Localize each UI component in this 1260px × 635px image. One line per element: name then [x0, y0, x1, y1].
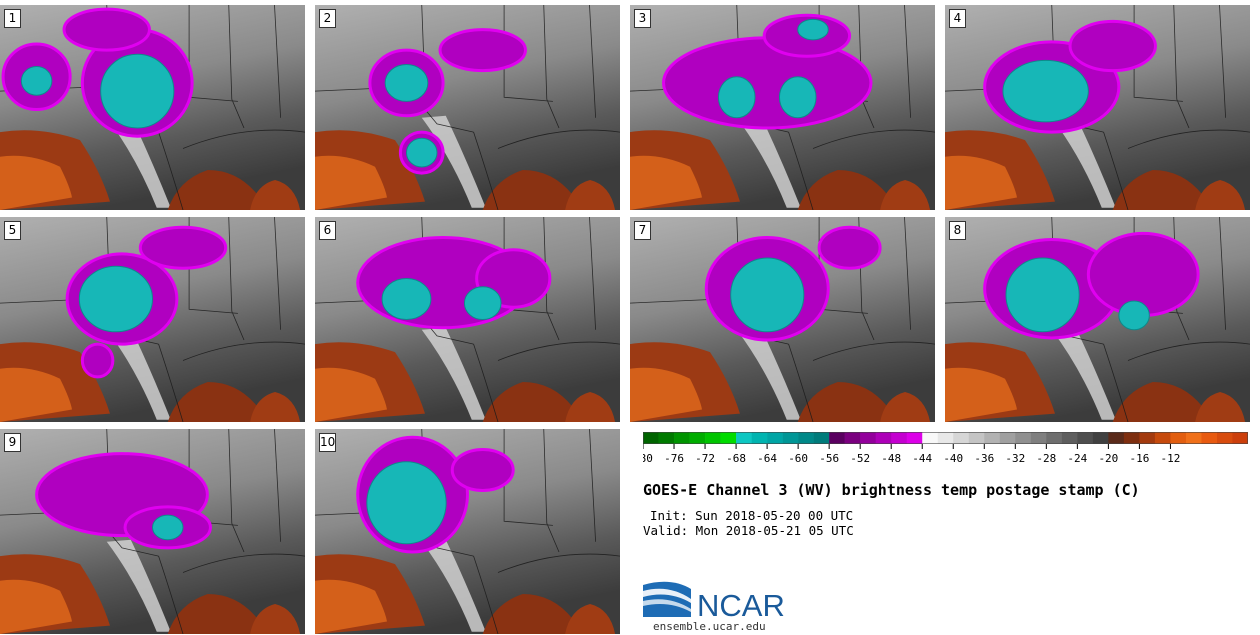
ensemble-member-panel: 7 — [630, 217, 935, 422]
colorbar-cell — [674, 432, 690, 444]
colorbar-tick-label: -24 — [1067, 452, 1087, 465]
ensemble-member-panel: 5 — [0, 217, 305, 422]
colorbar-cell — [1077, 432, 1094, 444]
ncar-logo[interactable]: NCAR — [643, 577, 803, 623]
colorbar-tick-label: -16 — [1129, 452, 1149, 465]
member-number: 9 — [4, 433, 21, 452]
colorbar-cell — [1108, 432, 1125, 444]
colorbar-tick-label: -12 — [1160, 452, 1180, 465]
colorbar-cell — [968, 432, 985, 444]
colorbar-cell — [720, 432, 737, 444]
colorbar-cell — [1046, 432, 1063, 444]
ensemble-member-panel: 9 — [0, 429, 305, 634]
colorbar-cell — [984, 432, 1001, 444]
wv-image — [630, 5, 935, 210]
colorbar-cell — [1185, 432, 1202, 444]
member-number: 7 — [634, 221, 651, 240]
wv-image — [945, 5, 1250, 210]
colorbar-cell — [689, 432, 706, 444]
wv-image — [315, 5, 620, 210]
colorbar-cell — [937, 432, 954, 444]
colorbar-cell — [658, 432, 675, 444]
colorbar-cell — [922, 432, 939, 444]
member-number: 4 — [949, 9, 966, 28]
colorbar-tick-label: -52 — [850, 452, 870, 465]
member-number: 8 — [949, 221, 966, 240]
colorbar-cell — [813, 432, 830, 444]
colorbar-cell — [705, 432, 721, 444]
colorbar-cell — [829, 432, 845, 444]
ncar-logo-mark: NCAR — [643, 581, 785, 623]
colorbar-tick-label: -32 — [1005, 452, 1025, 465]
colorbar-tick-label: -36 — [974, 452, 994, 465]
colorbar-tick-label: -60 — [788, 452, 808, 465]
ensemble-member-panel: 3 — [630, 5, 935, 210]
member-number: 6 — [319, 221, 336, 240]
colorbar-tick-label: -44 — [912, 452, 932, 465]
wv-image — [315, 217, 620, 422]
colorbar-cell — [798, 432, 814, 444]
colorbar-cell — [891, 432, 908, 444]
colorbar-cell — [860, 432, 876, 444]
colorbar-cell — [782, 432, 799, 444]
wv-image — [945, 217, 1250, 422]
colorbar-cell — [1170, 432, 1187, 444]
ensemble-member-panel: 4 — [945, 5, 1250, 210]
colorbar-cell — [643, 432, 659, 444]
colorbar: -80-76-72-68-64-60-56-52-48-44-40-36-32-… — [633, 430, 1249, 470]
colorbar-cell — [1201, 432, 1218, 444]
colorbar-cell — [1216, 432, 1233, 444]
wv-image — [630, 217, 935, 422]
colorbar-tick-label: -20 — [1098, 452, 1118, 465]
colorbar-tick-label: -56 — [819, 452, 839, 465]
colorbar-tick-label: -40 — [943, 452, 963, 465]
colorbar-cell — [1015, 432, 1032, 444]
init-time: Init: Sun 2018-05-20 00 UTC — [650, 508, 854, 523]
wv-image — [315, 429, 620, 634]
wv-image — [0, 217, 305, 422]
ensemble-member-panel: 6 — [315, 217, 620, 422]
member-number: 10 — [319, 433, 336, 452]
ensemble-member-panel: 8 — [945, 217, 1250, 422]
colorbar-cell — [844, 432, 861, 444]
colorbar-tick-label: -76 — [664, 452, 684, 465]
site-url[interactable]: ensemble.ucar.edu — [653, 620, 766, 633]
ensemble-member-panel: 10 — [315, 429, 620, 634]
colorbar-cell — [1092, 432, 1109, 444]
colorbar-cell — [1232, 432, 1249, 444]
colorbar-cell — [1030, 432, 1047, 444]
colorbar-cell — [736, 432, 752, 444]
ensemble-member-panel: 2 — [315, 5, 620, 210]
colorbar-cell — [906, 432, 923, 444]
colorbar-cell — [751, 432, 768, 444]
member-number: 1 — [4, 9, 21, 28]
wv-image — [0, 5, 305, 210]
colorbar-cell — [1154, 432, 1171, 444]
colorbar-tick-label: -68 — [726, 452, 746, 465]
colorbar-tick-label: -48 — [881, 452, 901, 465]
colorbar-cell — [875, 432, 892, 444]
member-number: 5 — [4, 221, 21, 240]
colorbar-cell — [1123, 432, 1140, 444]
colorbar-cell — [1061, 432, 1078, 444]
valid-time: Valid: Mon 2018-05-21 05 UTC — [643, 523, 854, 538]
colorbar-tick-label: -28 — [1036, 452, 1056, 465]
colorbar-tick-label: -64 — [757, 452, 777, 465]
ensemble-member-panel: 1 — [0, 5, 305, 210]
colorbar-cell — [1139, 432, 1156, 444]
colorbar-cell — [767, 432, 783, 444]
colorbar-tick-label: -80 — [643, 452, 653, 465]
member-number: 3 — [634, 9, 651, 28]
wv-image — [0, 429, 305, 634]
colorbar-cell — [999, 432, 1016, 444]
member-number: 2 — [319, 9, 336, 28]
colorbar-svg: -80-76-72-68-64-60-56-52-48-44-40-36-32-… — [633, 432, 1249, 465]
ncar-logo-text: NCAR — [697, 588, 785, 622]
colorbar-tick-label: -72 — [695, 452, 715, 465]
colorbar-cell — [953, 432, 970, 444]
product-title: GOES-E Channel 3 (WV) brightness temp po… — [643, 481, 1140, 499]
